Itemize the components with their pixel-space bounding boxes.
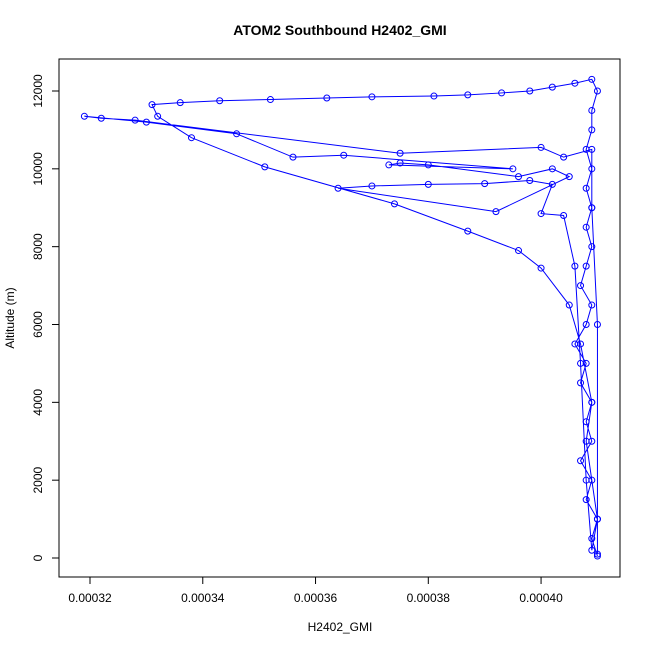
data-point xyxy=(565,301,573,309)
data-point xyxy=(577,282,585,290)
data-point xyxy=(509,165,517,173)
x-axis-label: H2402_GMI xyxy=(308,620,373,634)
y-tick-label: 12000 xyxy=(31,74,45,108)
data-point xyxy=(515,247,523,255)
data-point xyxy=(588,145,596,153)
data-point xyxy=(588,75,596,83)
data-point xyxy=(334,184,342,192)
data-point xyxy=(148,101,156,109)
data-point xyxy=(588,243,596,251)
y-axis-label: Altitude (m) xyxy=(3,287,17,348)
y-tick-label: 8000 xyxy=(31,233,45,260)
data-point xyxy=(571,262,579,270)
data-point xyxy=(390,200,398,208)
data-point xyxy=(548,180,556,188)
data-point xyxy=(142,118,150,126)
data-point xyxy=(588,204,596,212)
data-line xyxy=(84,78,598,557)
data-point xyxy=(593,550,601,558)
y-tick-label: 6000 xyxy=(31,311,45,338)
data-point xyxy=(582,496,590,504)
data-point xyxy=(97,114,105,122)
data-point xyxy=(582,437,590,445)
data-point xyxy=(424,180,432,188)
data-point xyxy=(176,99,184,107)
data-point xyxy=(526,87,534,95)
data-point xyxy=(464,91,472,99)
data-point xyxy=(588,398,596,406)
data-point xyxy=(593,515,601,523)
data-point xyxy=(187,134,195,142)
data-point xyxy=(396,159,404,167)
data-point xyxy=(593,87,601,95)
data-point xyxy=(588,126,596,134)
data-point xyxy=(593,552,601,560)
y-tick-label: 0 xyxy=(31,554,45,561)
data-point xyxy=(216,97,224,105)
data-point xyxy=(582,223,590,231)
data-point xyxy=(233,130,241,138)
x-tick-label: 0.00036 xyxy=(294,591,338,605)
x-tick-label: 0.00040 xyxy=(519,591,563,605)
data-point xyxy=(577,457,585,465)
data-point xyxy=(571,79,579,87)
data-point xyxy=(368,93,376,101)
data-point xyxy=(560,212,568,220)
data-point xyxy=(261,163,269,171)
data-point xyxy=(492,208,500,216)
data-point xyxy=(548,165,556,173)
data-point xyxy=(588,106,596,114)
data-point xyxy=(340,151,348,159)
data-point xyxy=(582,320,590,328)
data-point xyxy=(548,83,556,91)
data-point xyxy=(577,340,585,348)
data-point xyxy=(582,476,590,484)
data-point xyxy=(424,161,432,169)
data-point xyxy=(368,182,376,190)
data-point xyxy=(464,227,472,235)
data-point xyxy=(582,184,590,192)
data-point xyxy=(385,161,393,169)
data-point xyxy=(323,94,331,102)
data-point xyxy=(588,301,596,309)
data-point xyxy=(577,359,585,367)
chart-title: ATOM2 Southbound H2402_GMI xyxy=(233,22,446,38)
data-point xyxy=(266,96,274,104)
data-point xyxy=(588,165,596,173)
data-point xyxy=(154,112,162,120)
data-point xyxy=(593,320,601,328)
x-tick-label: 0.00038 xyxy=(407,591,451,605)
data-point xyxy=(430,92,438,100)
plot-box xyxy=(58,58,621,578)
data-point xyxy=(515,173,523,181)
data-point xyxy=(80,112,88,120)
y-tick-label: 2000 xyxy=(31,467,45,494)
data-point xyxy=(396,149,404,157)
y-tick-label: 4000 xyxy=(31,389,45,416)
data-point xyxy=(537,264,545,272)
data-point xyxy=(582,262,590,270)
data-point xyxy=(131,116,139,124)
data-point xyxy=(481,180,489,188)
y-tick-label: 10000 xyxy=(31,152,45,186)
data-point xyxy=(582,418,590,426)
data-point xyxy=(577,379,585,387)
data-point xyxy=(537,210,545,218)
data-point xyxy=(498,89,506,97)
data-point xyxy=(565,173,573,181)
data-point xyxy=(526,177,534,185)
data-point xyxy=(537,143,545,151)
data-point xyxy=(289,153,297,161)
data-point xyxy=(588,546,596,554)
data-point xyxy=(560,153,568,161)
data-point xyxy=(588,535,596,543)
x-tick-label: 0.00034 xyxy=(181,591,225,605)
x-tick-label: 0.00032 xyxy=(68,591,112,605)
